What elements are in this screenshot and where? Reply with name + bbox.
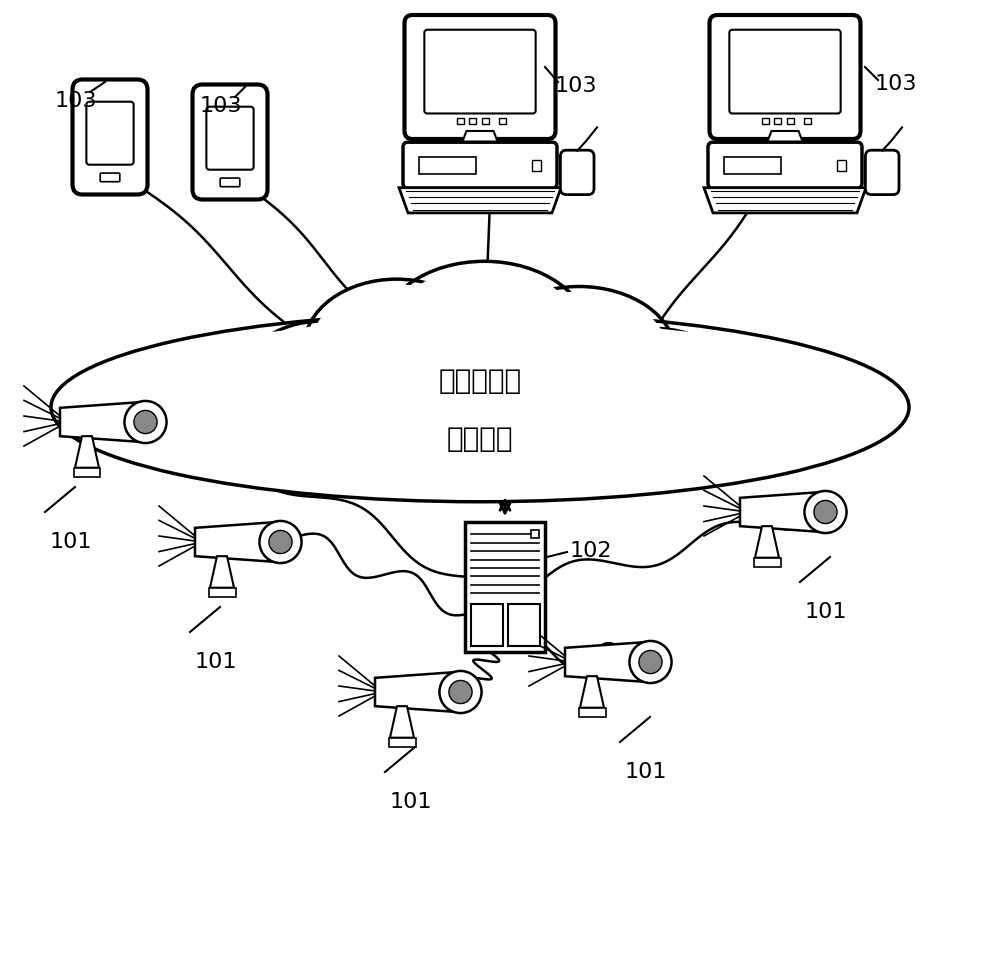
Bar (419, 156, 476, 174)
Polygon shape (704, 188, 866, 213)
Polygon shape (460, 131, 500, 147)
Polygon shape (375, 672, 461, 712)
FancyBboxPatch shape (710, 15, 860, 139)
Ellipse shape (304, 279, 489, 416)
Text: 有线方式或: 有线方式或 (438, 367, 522, 395)
Bar (499, 119, 506, 123)
Polygon shape (740, 492, 825, 533)
FancyBboxPatch shape (192, 85, 268, 199)
Circle shape (449, 680, 472, 704)
Ellipse shape (51, 313, 909, 502)
FancyBboxPatch shape (708, 142, 862, 189)
Bar (457, 119, 464, 123)
Circle shape (439, 671, 482, 713)
Bar (787, 119, 794, 123)
Ellipse shape (387, 267, 582, 407)
Circle shape (629, 641, 672, 683)
Polygon shape (399, 188, 561, 213)
Polygon shape (75, 436, 99, 468)
Bar (531, 530, 539, 538)
Polygon shape (565, 642, 650, 682)
Text: 103: 103 (555, 76, 598, 96)
Circle shape (814, 501, 837, 524)
Polygon shape (580, 677, 604, 708)
Bar (469, 119, 476, 123)
FancyBboxPatch shape (86, 102, 134, 164)
Bar (762, 119, 769, 123)
Text: 无线方式: 无线方式 (447, 425, 513, 453)
Text: 102: 102 (570, 541, 612, 561)
Bar (74, 468, 100, 476)
Circle shape (134, 410, 157, 434)
Polygon shape (195, 522, 280, 562)
Bar (804, 119, 811, 123)
Ellipse shape (311, 284, 482, 410)
Polygon shape (765, 131, 805, 147)
Ellipse shape (489, 292, 669, 418)
Bar (774, 119, 781, 123)
Bar (389, 738, 416, 746)
Bar (724, 156, 781, 174)
Text: 101: 101 (390, 792, 433, 812)
Text: 103: 103 (55, 91, 98, 111)
Polygon shape (390, 707, 414, 738)
Polygon shape (60, 401, 146, 442)
Text: 101: 101 (625, 762, 668, 782)
FancyBboxPatch shape (424, 30, 536, 114)
Polygon shape (755, 526, 779, 558)
Ellipse shape (583, 333, 729, 446)
Text: 101: 101 (805, 602, 847, 622)
FancyBboxPatch shape (220, 178, 240, 187)
FancyBboxPatch shape (403, 142, 557, 189)
Text: 101: 101 (50, 532, 92, 552)
Ellipse shape (244, 326, 399, 446)
Ellipse shape (577, 329, 735, 450)
FancyBboxPatch shape (100, 173, 120, 182)
Circle shape (269, 531, 292, 554)
Text: 103: 103 (200, 96, 242, 116)
Circle shape (259, 521, 302, 563)
Ellipse shape (482, 287, 676, 423)
Bar (482, 119, 489, 123)
Text: 101: 101 (195, 652, 238, 672)
Polygon shape (210, 556, 234, 588)
FancyBboxPatch shape (206, 107, 254, 170)
Bar (508, 604, 540, 645)
FancyArrowPatch shape (500, 501, 510, 513)
FancyBboxPatch shape (865, 151, 899, 194)
Bar (471, 604, 503, 645)
Ellipse shape (379, 261, 590, 412)
FancyBboxPatch shape (729, 30, 841, 114)
Bar (578, 708, 606, 716)
Circle shape (124, 400, 167, 443)
Circle shape (639, 650, 662, 674)
Bar (837, 159, 846, 171)
Bar (208, 588, 236, 597)
FancyBboxPatch shape (465, 522, 545, 652)
Text: 103: 103 (875, 74, 918, 94)
FancyBboxPatch shape (560, 151, 594, 194)
FancyBboxPatch shape (404, 15, 556, 139)
FancyBboxPatch shape (73, 80, 148, 194)
Ellipse shape (238, 321, 405, 451)
Bar (532, 159, 541, 171)
Ellipse shape (68, 320, 892, 495)
Circle shape (804, 491, 847, 533)
Bar (754, 558, 780, 567)
